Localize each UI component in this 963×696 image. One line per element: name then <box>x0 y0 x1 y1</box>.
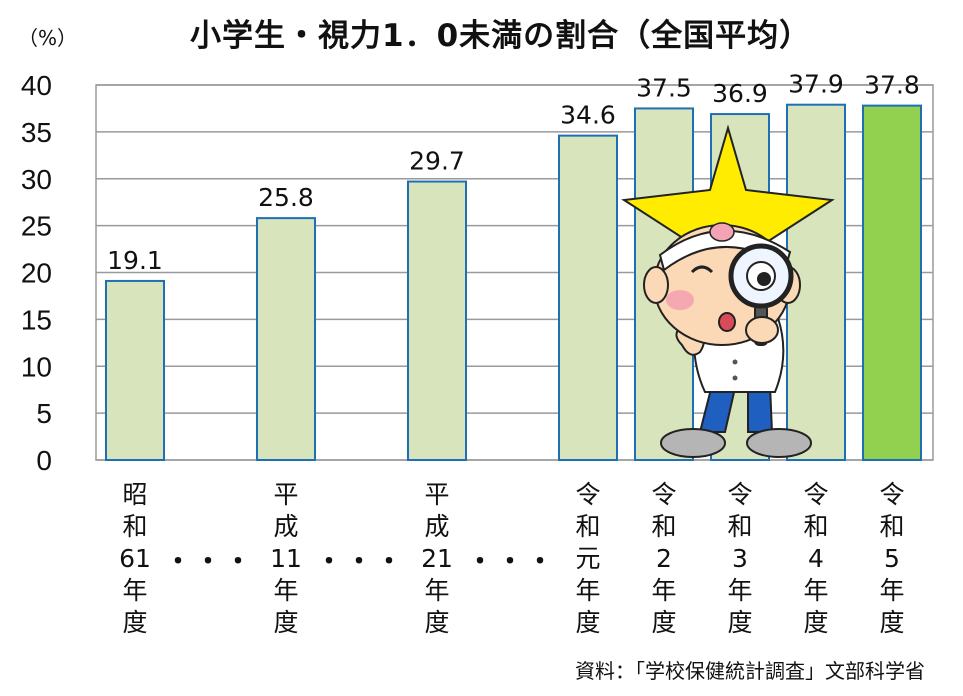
data-label: 37.9 <box>788 70 844 99</box>
y-tick-label: 30 <box>21 164 52 195</box>
x-tick-label: 令和元年度 <box>575 480 600 637</box>
bar-8 <box>862 104 922 461</box>
y-tick-label: 35 <box>21 117 52 148</box>
gap-marker: ・・・ <box>467 547 557 577</box>
y-tick-label: 5 <box>36 398 52 429</box>
x-tick-label: 令和 4 年度 <box>803 480 828 637</box>
x-tick-label: 令和 2 年度 <box>651 480 676 637</box>
x-tick-label: 昭和 61 年度 <box>119 480 151 637</box>
bar-4 <box>558 134 618 461</box>
bar-1 <box>105 279 165 461</box>
gap-marker: ・・・ <box>316 547 406 577</box>
x-tick-label: 令和 3 年度 <box>727 480 752 637</box>
source-note: 資料：「学校保健統計調査」文部科学省 <box>575 659 925 683</box>
x-tick-label: 令和 5 年度 <box>879 480 904 637</box>
x-tick-label: 平成 21 年度 <box>421 480 453 637</box>
y-tick-label: 15 <box>21 304 52 335</box>
data-label: 37.8 <box>864 71 920 100</box>
gap-marker: ・・・ <box>165 547 255 577</box>
y-tick-label: 20 <box>21 258 52 289</box>
magnifying-glass-mascot <box>621 124 835 458</box>
y-tick-label: 0 <box>36 445 52 476</box>
y-tick-label: 40 <box>21 70 52 101</box>
data-label: 36.9 <box>712 79 768 108</box>
y-tick-label: 10 <box>21 351 52 382</box>
y-unit-label: （%） <box>18 26 78 50</box>
bar-3 <box>407 180 467 461</box>
chart-title: 小学生・視力1．0未満の割合（全国平均） <box>190 18 812 54</box>
data-label: 29.7 <box>409 147 465 176</box>
y-tick-label: 25 <box>21 211 52 242</box>
bar-2 <box>256 217 316 461</box>
data-label: 37.5 <box>636 73 692 102</box>
data-label: 19.1 <box>107 246 163 275</box>
x-tick-label: 平成 11 年度 <box>270 480 302 637</box>
data-label: 25.8 <box>258 183 314 212</box>
data-label: 34.6 <box>560 101 616 130</box>
